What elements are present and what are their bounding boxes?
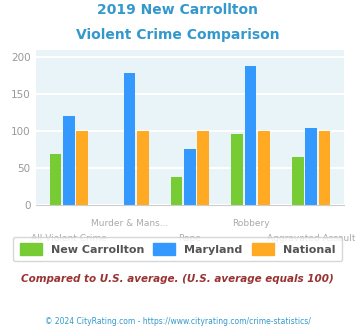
Bar [76,131,88,205]
Bar [50,154,61,205]
Text: Compared to U.S. average. (U.S. average equals 100): Compared to U.S. average. (U.S. average … [21,274,334,284]
Bar [305,128,317,205]
Text: Murder & Mans...: Murder & Mans... [91,219,168,228]
Legend: New Carrollton, Maryland, National: New Carrollton, Maryland, National [13,237,342,261]
Text: © 2024 CityRating.com - https://www.cityrating.com/crime-statistics/: © 2024 CityRating.com - https://www.city… [45,317,310,326]
Text: 2019 New Carrollton: 2019 New Carrollton [97,3,258,17]
Text: Violent Crime Comparison: Violent Crime Comparison [76,28,279,42]
Bar [258,131,270,205]
Text: Aggravated Assault: Aggravated Assault [267,234,355,243]
Text: Rape: Rape [179,234,201,243]
Bar [184,149,196,205]
Bar [171,177,182,205]
Bar [124,73,135,205]
Bar [292,157,304,205]
Bar [318,131,330,205]
Bar [197,131,209,205]
Text: All Violent Crime: All Violent Crime [31,234,107,243]
Bar [245,66,256,205]
Bar [231,134,243,205]
Bar [137,131,148,205]
Text: Robbery: Robbery [232,219,269,228]
Bar [63,116,75,205]
